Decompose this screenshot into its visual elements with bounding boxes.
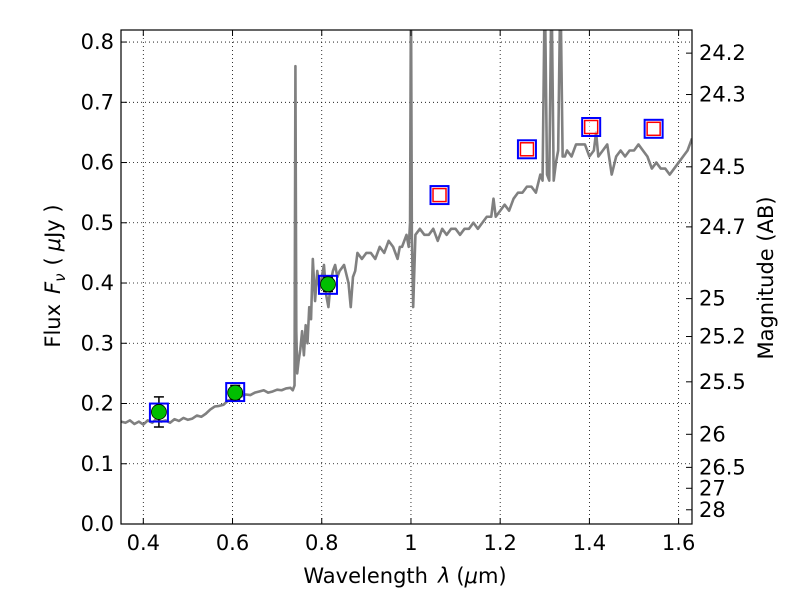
y-axis-label-text: Flux xyxy=(41,304,65,348)
x-axis-label-unit-open: ( xyxy=(456,564,464,588)
y-tick-label: 0.1 xyxy=(81,452,114,476)
y-tick-label: 0.6 xyxy=(81,151,114,175)
y2-tick-label: 26 xyxy=(699,422,726,446)
y2-tick-label: 25 xyxy=(699,287,726,311)
upper-limit-point xyxy=(585,120,598,133)
y2-tick-label: 25.5 xyxy=(699,370,746,394)
y-axis-label-unit-rest: Jy ) xyxy=(41,204,65,240)
y-axis-label-subscript: ν xyxy=(51,273,69,281)
spectrum-line xyxy=(121,0,692,425)
y2-tick-label: 24.5 xyxy=(699,155,746,179)
y-axis-label: Flux Fν ( μJy ) xyxy=(41,204,69,347)
y-axis-label-unit-mu: μ xyxy=(41,238,65,252)
detected-point xyxy=(320,277,335,292)
y-tick-label: 0.4 xyxy=(81,271,114,295)
y2-tick-label: 24.3 xyxy=(699,83,746,107)
grid xyxy=(121,30,692,524)
x-tick-label: 1.4 xyxy=(573,531,606,555)
y-tick-label: 0.5 xyxy=(81,211,114,235)
upper-limit-point xyxy=(647,122,660,135)
x-axis-label-text: Wavelength xyxy=(303,564,428,588)
y-tick-label: 0.8 xyxy=(81,30,114,54)
y2-tick-label: 28 xyxy=(699,498,726,522)
x-tick-label: 0.8 xyxy=(305,531,338,555)
spectrum-series xyxy=(121,0,692,425)
y-tick-label: 0.7 xyxy=(81,90,114,114)
y2-tick-label: 25.2 xyxy=(699,325,746,349)
y-tick-label: 0.2 xyxy=(81,392,114,416)
y2-tick-label: 27 xyxy=(699,476,726,500)
y-tick-label: 0.0 xyxy=(81,512,114,536)
x-tick-label: 0.6 xyxy=(216,531,249,555)
y2-axis-label: Magnitude (AB) xyxy=(754,196,778,359)
x-axis-label: Wavelength λ (μm) xyxy=(303,564,506,588)
y2-tick-label: 24.2 xyxy=(699,41,746,65)
x-tick-label: 0.4 xyxy=(127,531,160,555)
x-axis-label-unit-rest: m) xyxy=(478,564,507,588)
y-axis-label-symbol: F xyxy=(41,281,65,294)
plot-frame xyxy=(121,30,692,524)
x-tick-label: 1 xyxy=(404,531,417,555)
y-tick-label: 0.3 xyxy=(81,331,114,355)
x-axis-label-unit-mu: μ xyxy=(464,564,478,588)
x-axis-label-symbol: λ xyxy=(437,564,450,588)
detected-point xyxy=(228,385,243,400)
y2-tick-label: 24.7 xyxy=(699,215,746,239)
photometry-markers xyxy=(150,118,663,427)
x-tick-label: 1.6 xyxy=(662,531,695,555)
upper-limit-point xyxy=(433,189,446,202)
y-axis-label-unit-open: ( xyxy=(41,257,65,265)
x-tick-label: 1.2 xyxy=(483,531,516,555)
upper-limit-point xyxy=(520,143,533,156)
detected-point xyxy=(151,404,166,419)
